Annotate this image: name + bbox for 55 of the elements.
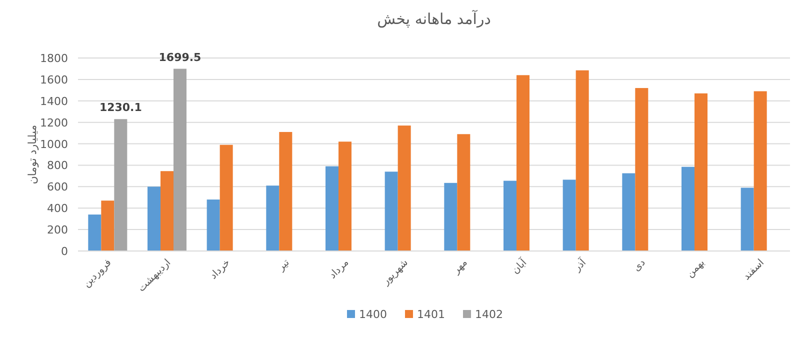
y-tick-label: 1000 <box>40 138 68 151</box>
bar <box>338 142 352 251</box>
x-tick-label: شهریور <box>380 257 410 288</box>
x-tick-label: خرداد <box>208 257 232 282</box>
x-tick-label: بهمن <box>684 257 708 280</box>
x-tick-label: فروردین <box>81 257 114 290</box>
y-tick-label: 1800 <box>40 52 68 65</box>
bar <box>148 186 160 251</box>
chart-title: درآمد ماهانه پخش <box>377 9 491 28</box>
bar <box>635 88 648 251</box>
y-tick-label: 1200 <box>40 116 68 130</box>
y-axis-title: میلیارد تومان <box>26 124 39 184</box>
x-tick-label: دی <box>631 257 648 274</box>
data-label: 1699.5 <box>158 50 202 64</box>
y-tick-label: 800 <box>47 159 68 172</box>
bar <box>174 68 186 251</box>
bar <box>160 171 174 251</box>
bar <box>516 75 530 251</box>
bar <box>88 214 102 251</box>
x-tick-label: اردیبهشت <box>136 257 174 294</box>
bar <box>326 166 338 251</box>
x-tick-label: آذر <box>570 255 590 274</box>
y-tick-label: 1600 <box>40 73 68 86</box>
bar <box>754 91 767 251</box>
x-tick-label: مرداد <box>327 257 352 282</box>
bar <box>740 188 754 251</box>
bar <box>206 200 220 251</box>
x-tick-label: مهر <box>450 257 470 277</box>
bar <box>504 180 516 251</box>
y-tick-label: 600 <box>47 180 68 194</box>
bar <box>398 126 411 251</box>
legend-label: 1400 <box>359 308 387 321</box>
bar <box>622 173 636 251</box>
data-label: 1230.1 <box>99 101 142 114</box>
bar <box>576 70 589 251</box>
bar <box>682 166 694 251</box>
bar <box>101 200 114 251</box>
bar <box>114 119 128 251</box>
bar <box>562 180 576 251</box>
bar <box>266 186 280 251</box>
bar <box>457 134 470 251</box>
y-tick-label: 200 <box>47 224 68 237</box>
legend-label: 1402 <box>475 308 503 321</box>
bar <box>444 182 458 251</box>
bar <box>279 132 292 251</box>
x-tick-label: آبان <box>508 255 530 276</box>
x-tick-label: اسفند <box>741 257 766 282</box>
y-tick-label: 1400 <box>40 94 68 108</box>
legend-label: 1401 <box>417 308 445 321</box>
bar <box>384 172 398 251</box>
y-tick-label: 0 <box>61 245 68 258</box>
y-tick-label: 400 <box>47 202 68 216</box>
bar <box>694 93 708 251</box>
bar <box>220 144 233 251</box>
x-tick-label: تیر <box>275 257 292 274</box>
